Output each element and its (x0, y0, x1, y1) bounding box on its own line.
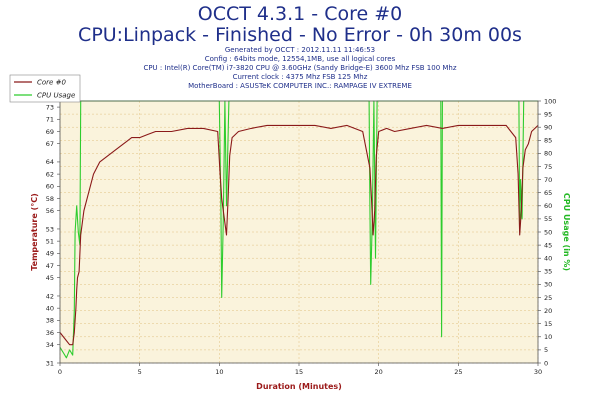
info-line-2: CPU : Intel(R) Core(TM) i7-3820 CPU @ 3.… (143, 64, 456, 72)
y-tick-label-45: 45 (46, 274, 54, 282)
x-tick-label-0: 0 (58, 368, 62, 376)
chart-subtitle: CPU:Linpack - Finished - No Error - 0h 3… (78, 24, 522, 46)
y2-tick-label-70: 70 (544, 176, 552, 184)
y-tick-label-42: 42 (46, 292, 54, 300)
y2-tick-label-80: 80 (544, 150, 552, 158)
y-tick-label-58: 58 (46, 195, 54, 203)
y2-tick-label-10: 10 (544, 333, 552, 341)
info-line-3: Current clock : 4375 Mhz FSB 125 Mhz (233, 73, 368, 81)
y-tick-label-31: 31 (46, 359, 54, 367)
y2-axis-label: CPU Usage (in %) (562, 193, 571, 271)
y2-tick-label-65: 65 (544, 189, 552, 197)
y2-tick-label-75: 75 (544, 163, 552, 171)
y2-tick-label-100: 100 (544, 97, 556, 105)
y-tick-label-64: 64 (46, 158, 54, 166)
y-tick-label-62: 62 (46, 170, 54, 178)
y2-tick-label-60: 60 (544, 202, 552, 210)
y-tick-label-34: 34 (46, 341, 54, 349)
y-tick-label-71: 71 (46, 116, 54, 124)
y2-tick-label-90: 90 (544, 124, 552, 132)
y-tick-label-51: 51 (46, 237, 54, 245)
y2-tick-label-0: 0 (544, 359, 548, 367)
y2-tick-label-45: 45 (544, 241, 552, 249)
x-tick-label-30: 30 (534, 368, 542, 376)
y-axis-label: Temperature (°C) (30, 193, 39, 271)
x-axis-label: Duration (Minutes) (256, 382, 342, 391)
chart-title: OCCT 4.3.1 - Core #0 (198, 3, 402, 25)
left-axis-ticks: 31 34 36 38 40 42 45 47 49 51 53 56 58 60 62 64 67 69 71 73 (46, 103, 60, 367)
info-line-1: Config : 64bits mode, 12554,1MB, use all… (205, 55, 396, 63)
y2-tick-label-40: 40 (544, 255, 552, 263)
x-tick-label-5: 5 (138, 368, 142, 376)
info-line-4: MotherBoard : ASUSTeK COMPUTER INC.: RAM… (188, 82, 412, 90)
y-tick-label-38: 38 (46, 317, 54, 325)
y-tick-label-47: 47 (46, 262, 54, 270)
y2-tick-label-85: 85 (544, 137, 552, 145)
series-line-core0 (59, 124, 539, 346)
y2-tick-label-35: 35 (544, 268, 552, 276)
y-tick-label-53: 53 (46, 225, 54, 233)
y-tick-label-73: 73 (46, 103, 54, 111)
y-tick-label-69: 69 (46, 128, 54, 136)
y2-tick-label-5: 5 (544, 346, 548, 354)
right-axis-ticks: 0 5 10 15 20 25 30 35 40 45 50 55 60 65 70 75 80 85 90 95 10… (538, 97, 556, 367)
plot-frame (59, 100, 539, 364)
y-tick-label-67: 67 (46, 140, 54, 148)
legend-box (9, 74, 81, 103)
y-tick-label-60: 60 (46, 183, 54, 191)
x-tick-label-25: 25 (454, 368, 462, 376)
x-tick-label-15: 15 (295, 368, 303, 376)
y2-tick-label-95: 95 (544, 110, 552, 118)
y2-tick-label-20: 20 (544, 307, 552, 315)
x-tick-label-20: 20 (375, 368, 383, 376)
y2-tick-label-55: 55 (544, 215, 552, 223)
y2-tick-label-25: 25 (544, 294, 552, 302)
legend: Core #0 CPU Usage (9, 74, 81, 103)
system-info-block: Generated by OCCT : 2012.11.11 11:46:53C… (143, 46, 456, 90)
plot-area (60, 101, 538, 363)
legend-label-core0: Core #0 (37, 79, 66, 87)
legend-label-cpu-usage: CPU Usage (37, 92, 75, 100)
x-tick-label-10: 10 (215, 368, 223, 376)
y-tick-label-36: 36 (46, 329, 54, 337)
y2-tick-label-50: 50 (544, 228, 552, 236)
x-axis-ticks: 0 5 10 15 20 25 30 (58, 363, 542, 376)
y-tick-label-49: 49 (46, 250, 54, 258)
y-tick-label-40: 40 (46, 304, 54, 312)
info-line-0: Generated by OCCT : 2012.11.11 11:46:53 (225, 46, 375, 54)
y2-tick-label-15: 15 (544, 320, 552, 328)
y2-tick-label-30: 30 (544, 281, 552, 289)
y-tick-label-56: 56 (46, 207, 54, 215)
